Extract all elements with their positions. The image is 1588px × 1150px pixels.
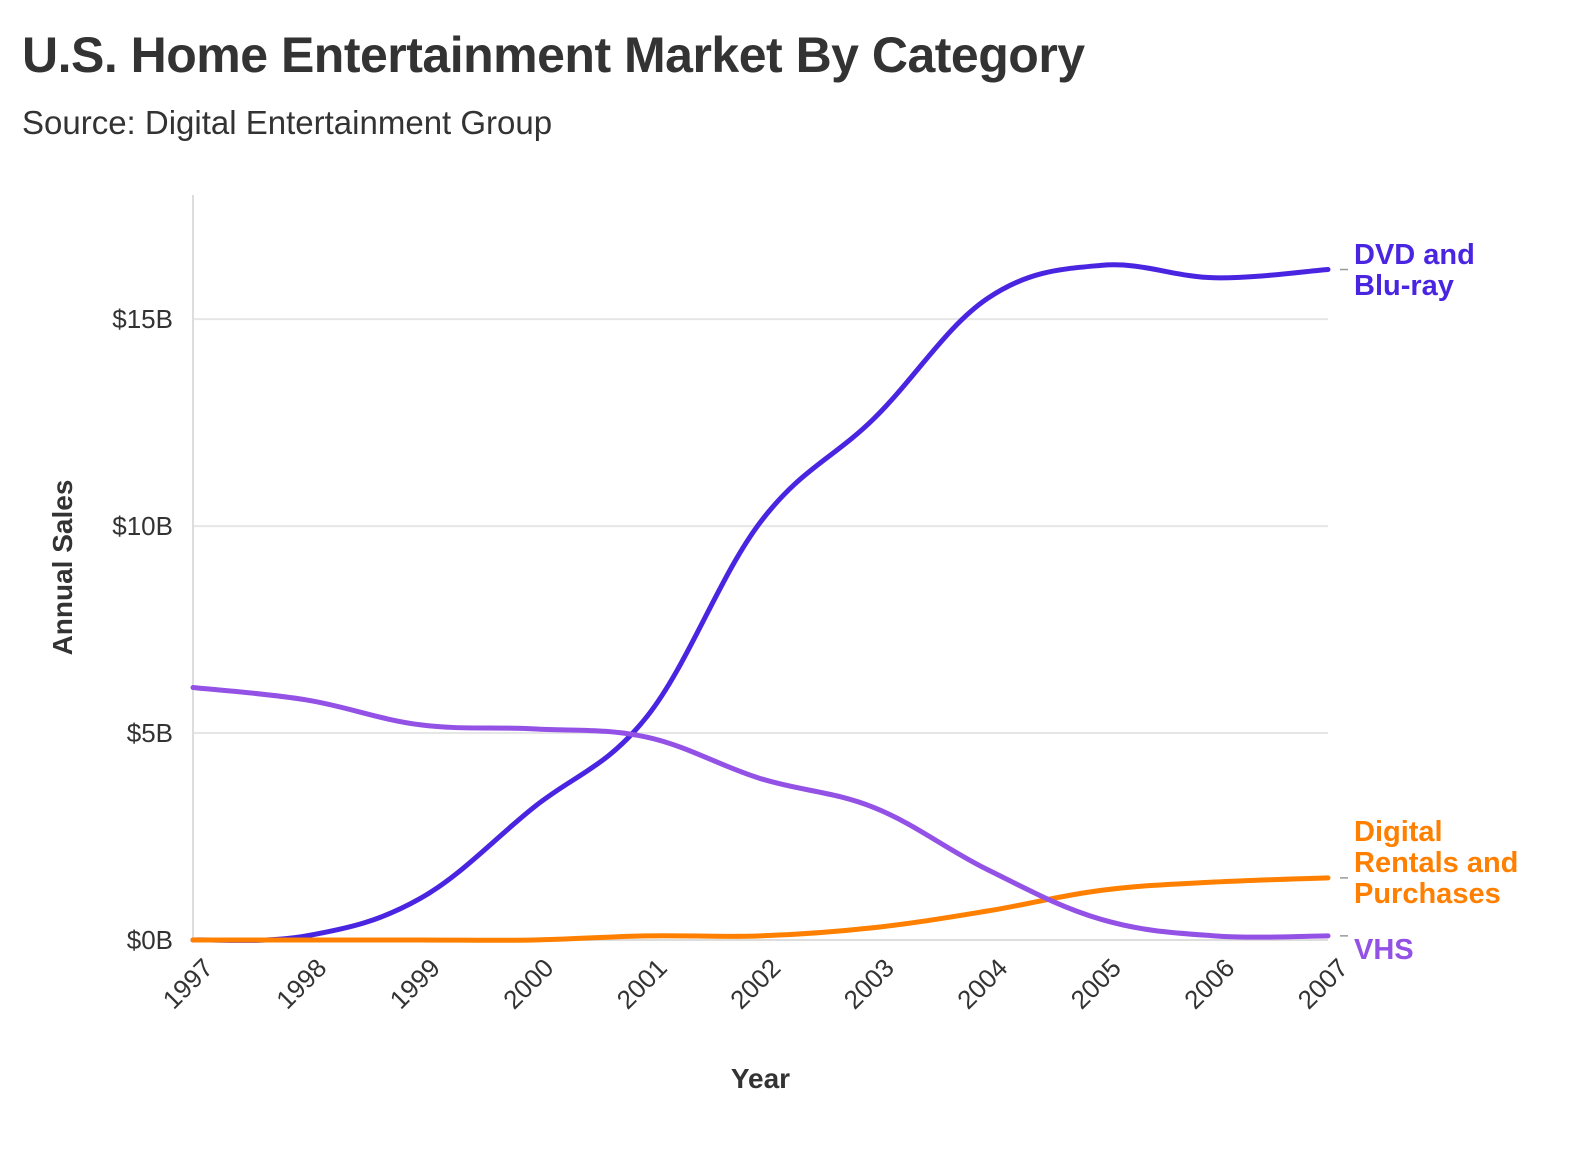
y-axis-ticks: $0B $5B $10B $15B	[112, 304, 173, 955]
x-tick-label: 2007	[1292, 953, 1354, 1015]
chart-title: U.S. Home Entertainment Market By Catego…	[22, 27, 1085, 83]
y-tick-label: $0B	[127, 925, 173, 955]
series-label-digital-rentals-and-purchases: Digital Rentals and Purchases	[1354, 816, 1518, 910]
series-line-digital-rentals-and-purchases	[190, 875, 1331, 943]
series-label-vhs: VHS	[1354, 934, 1414, 966]
x-tick-label: 2004	[951, 953, 1013, 1015]
series-labels: DVD and Blu-ray Digital Rentals and Purchase…	[1340, 239, 1518, 966]
x-tick-label: 2006	[1178, 953, 1240, 1015]
x-tick-label: 1998	[270, 953, 332, 1015]
x-tick-label: 2005	[1065, 953, 1127, 1015]
y-tick-label: $10B	[112, 511, 173, 541]
x-axis-ticks: 1997 1998 1999 2000 2001 2002 2003 2004 2005 2006…	[157, 953, 1354, 1015]
y-tick-label: $15B	[112, 304, 173, 334]
series-label-line: Rentals and	[1354, 847, 1518, 879]
x-tick-label: 2000	[497, 953, 559, 1015]
x-tick-label: 2003	[838, 953, 900, 1015]
x-tick-label: 1999	[384, 953, 446, 1015]
series-label-line: Purchases	[1354, 878, 1501, 910]
series-line-dvd-and-blu-ray	[190, 262, 1331, 943]
series-label-line: Digital	[1354, 816, 1443, 848]
x-axis-title: Year	[731, 1063, 790, 1094]
y-tick-label: $5B	[127, 718, 173, 748]
series-label-line: VHS	[1354, 934, 1414, 966]
series-label-dvd-and-blu-ray: DVD and Blu-ray	[1354, 239, 1475, 302]
series-line-vhs	[190, 685, 1331, 940]
series-label-line: Blu-ray	[1354, 270, 1454, 302]
x-tick-label: 1997	[157, 953, 219, 1015]
gridlines	[193, 318, 1328, 941]
series-label-line: DVD and	[1354, 239, 1475, 271]
x-tick-label: 2001	[611, 953, 673, 1015]
chart-subtitle: Source: Digital Entertainment Group	[22, 104, 553, 141]
series-lines	[190, 262, 1331, 943]
y-axis-title: Annual Sales	[47, 480, 78, 656]
x-tick-label: 2002	[724, 953, 786, 1015]
